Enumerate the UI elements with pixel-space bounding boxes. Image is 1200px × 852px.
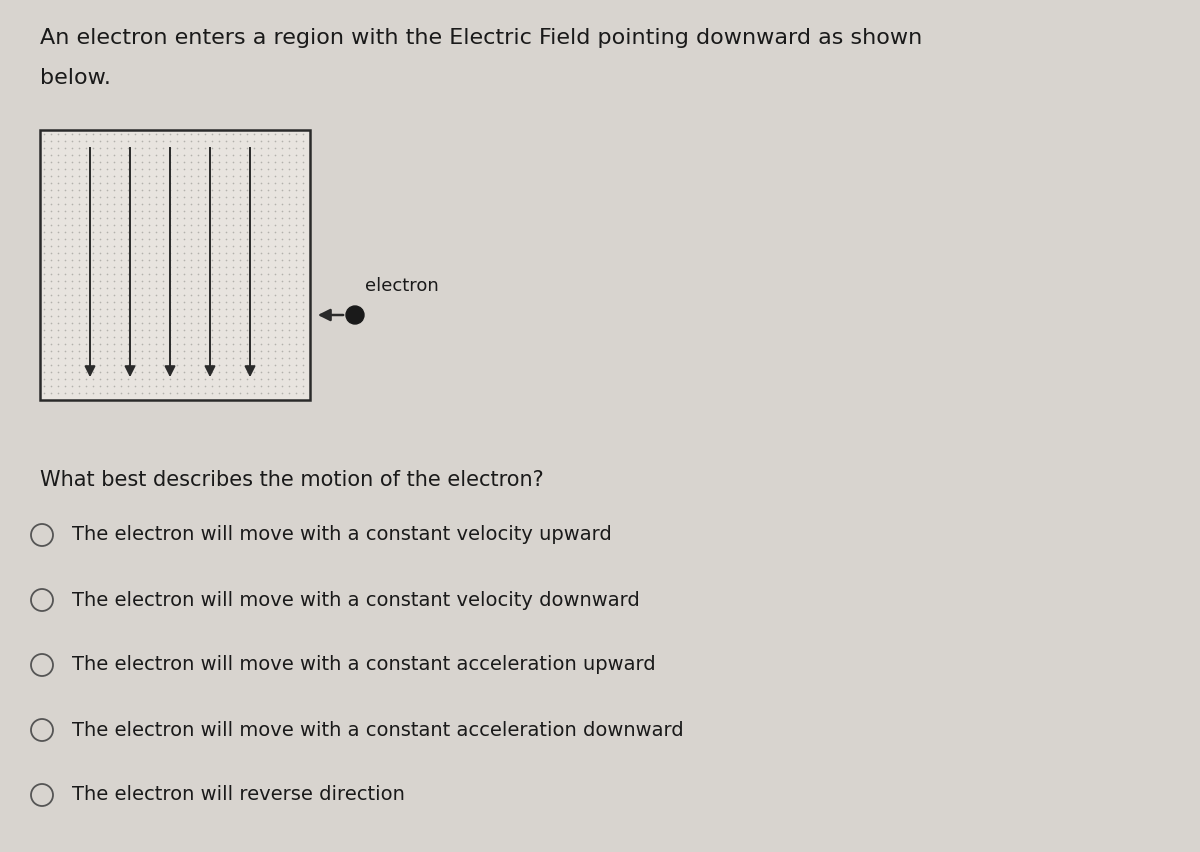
Bar [40,130,310,400]
Text: electron: electron [365,277,439,295]
Text: The electron will reverse direction: The electron will reverse direction [72,786,404,804]
Text: below.: below. [40,68,110,88]
Text: What best describes the motion of the electron?: What best describes the motion of the el… [40,470,544,490]
Text: The electron will move with a constant velocity downward: The electron will move with a constant v… [72,590,640,609]
Bar [40,130,310,400]
Text: The electron will move with a constant acceleration upward: The electron will move with a constant a… [72,655,655,675]
Text: The electron will move with a constant acceleration downward: The electron will move with a constant a… [72,721,684,740]
Circle shape [346,306,364,324]
Text: The electron will move with a constant velocity upward: The electron will move with a constant v… [72,526,612,544]
Text: An electron enters a region with the Electric Field pointing downward as shown: An electron enters a region with the Ele… [40,28,923,48]
